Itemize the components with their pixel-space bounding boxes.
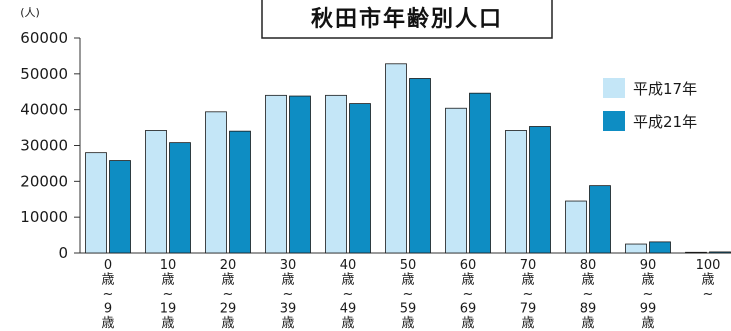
x-category-label: 0 歳~ 9 歳 [101,258,114,331]
bar-h21-8 [589,185,611,254]
bar-h21-1 [169,142,191,254]
y-tick-label: 0 [58,244,68,262]
y-unit-label: (人) [20,6,40,19]
y-tick-label: 40000 [20,101,68,119]
bar-h17-6 [445,107,467,254]
bar-h21-9 [649,241,671,254]
legend-swatch [603,111,625,131]
bar-h17-1 [145,130,167,254]
y-axis-ticks: 0 10000 20000 30000 40000 50000 60000 [20,29,80,262]
bar-h21-0 [109,160,131,254]
bar-h21-4 [349,103,371,254]
x-category-label: 30 歳~ 39 歳 [280,258,297,331]
x-category-label: 20 歳~ 29 歳 [220,258,237,331]
bar-h17-9 [625,243,647,254]
y-tick-label: 50000 [20,65,68,83]
bar-h17-0 [85,152,107,254]
y-tick-label: 10000 [20,208,68,226]
legend-label: 平成17年 [633,80,697,98]
x-category-label: 40 歳~ 49 歳 [340,258,357,331]
x-category-label: 50 歳~ 59 歳 [400,258,417,331]
x-axis-labels: 0 歳~ 9 歳 10 歳~ 19 歳 20 歳~ 29 歳 30 歳~ 39 歳 40 歳~ 49 歳 50 歳~ 59 歳… [101,258,720,331]
bar-h21-10 [709,251,731,254]
bar-h17-7 [505,130,527,254]
bar-h21-2 [229,130,251,254]
chart-title: 秋田市年齢別人口 [261,0,553,39]
bar-h21-7 [529,126,551,254]
x-category-label: 60 歳~ 69 歳 [460,258,477,331]
y-tick-label: 20000 [20,172,68,190]
bar-h17-10 [685,251,707,254]
bar-h17-3 [265,94,287,254]
legend-swatch [603,78,625,98]
title-frame [261,0,553,39]
x-category-label: 90 歳~ 99 歳 [640,258,657,331]
bar-h17-2 [205,111,227,254]
x-category-label: 100 歳~ [696,258,721,302]
bar-h21-6 [469,92,491,254]
bar-h17-5 [385,63,407,254]
y-tick-label: 30000 [20,137,68,155]
bar-h17-4 [325,94,347,254]
x-category-label: 70 歳~ 79 歳 [520,258,537,331]
x-category-label: 80 歳~ 89 歳 [580,258,597,331]
x-category-label: 10 歳~ 19 歳 [160,258,177,331]
bar-h17-8 [565,200,587,254]
chart-title-text: 秋田市年齢別人口 [311,6,503,32]
bar-h21-3 [289,95,311,254]
legend-label: 平成21年 [633,113,697,131]
bar-h21-5 [409,78,431,254]
bars [85,63,731,254]
y-tick-label: 60000 [20,29,68,47]
